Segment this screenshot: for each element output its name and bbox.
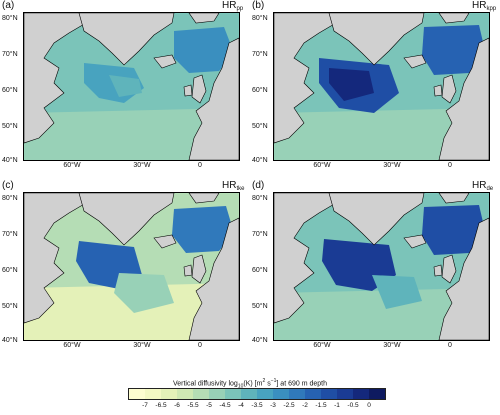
colorbar-swatch xyxy=(305,389,321,399)
lon-label: 0 xyxy=(448,162,452,169)
diffusivity-map xyxy=(274,193,489,340)
panel-letter: (b) xyxy=(252,0,265,11)
panel-title: HRde xyxy=(472,180,494,192)
panel-letter: (d) xyxy=(252,180,265,191)
diffusivity-map xyxy=(274,13,489,160)
colorbar-swatch xyxy=(353,389,369,399)
colorbar-swatch xyxy=(369,389,385,399)
colorbar-swatch xyxy=(257,389,273,399)
map-area xyxy=(23,12,240,161)
lat-label: 70°N xyxy=(252,51,268,58)
colorbar-tick-label: -6.5 xyxy=(155,402,167,409)
colorbar-tick-label: -3 xyxy=(270,402,276,409)
colorbar-tick-label: -4 xyxy=(238,402,244,409)
panel-letter: (a) xyxy=(2,0,15,11)
panel-d: (d) HRde xyxy=(250,180,500,368)
colorbar-swatch xyxy=(241,389,257,399)
diffusivity-map xyxy=(24,13,239,160)
lon-label: 60°W xyxy=(63,342,81,349)
map-area xyxy=(23,192,240,341)
lat-label: 40°N xyxy=(2,337,18,344)
map-area xyxy=(273,12,490,161)
colorbar-tick-label: 0 xyxy=(367,402,371,409)
panel-letter: (c) xyxy=(2,180,14,191)
lat-label: 80°N xyxy=(252,15,268,22)
colorbar-swatch xyxy=(337,389,353,399)
map-area xyxy=(273,192,490,341)
colorbar-tick-label: -7 xyxy=(142,402,148,409)
colorbar-swatch xyxy=(225,389,241,399)
colorbar-tick-label: -1.5 xyxy=(315,402,327,409)
colorbar-swatch xyxy=(161,389,177,399)
panel-b: (b) HRkpp xyxy=(250,0,500,188)
colorbar-swatch xyxy=(289,389,305,399)
lon-label: 30°W xyxy=(133,162,151,169)
panel-c: (c) HRtke xyxy=(0,180,250,368)
lon-label: 30°W xyxy=(383,342,401,349)
lat-label: 60°N xyxy=(252,87,268,94)
colorbar-tick-label: -2.5 xyxy=(283,402,295,409)
lat-label: 80°N xyxy=(252,195,268,202)
lon-label: 0 xyxy=(198,162,202,169)
lat-label: 50°N xyxy=(2,303,18,310)
lat-label: 40°N xyxy=(2,157,18,164)
lat-label: 60°N xyxy=(2,87,18,94)
panel-title: HRtke xyxy=(222,180,245,192)
panel-title: HRpp xyxy=(222,0,244,12)
lat-label: 50°N xyxy=(252,303,268,310)
lat-label: 40°N xyxy=(252,157,268,164)
colorbar-swatch xyxy=(193,389,209,399)
colorbar-tick-label: -5.5 xyxy=(187,402,199,409)
colorbar-tick-label: -2 xyxy=(302,402,308,409)
colorbar-swatch xyxy=(145,389,161,399)
lat-label: 80°N xyxy=(2,15,18,22)
colorbar-tick-label: -0.5 xyxy=(347,402,359,409)
colorbar-tick-label: -6 xyxy=(174,402,180,409)
colorbar-swatch xyxy=(129,389,145,399)
lon-label: 60°W xyxy=(313,342,331,349)
lat-label: 80°N xyxy=(2,195,18,202)
lon-label: 60°W xyxy=(63,162,81,169)
lon-label: 60°W xyxy=(313,162,331,169)
colorbar-tick-label: -4.5 xyxy=(219,402,231,409)
lat-label: 50°N xyxy=(2,123,18,130)
colorbar-swatch xyxy=(321,389,337,399)
lat-label: 60°N xyxy=(2,267,18,274)
panel-a: (a) HRpp xyxy=(0,0,250,188)
lon-label: 30°W xyxy=(383,162,401,169)
colorbar-title: Vertical diffusivity log10(K) [m2 s−1] a… xyxy=(172,378,327,390)
lon-label: 0 xyxy=(448,342,452,349)
lat-label: 70°N xyxy=(2,51,18,58)
colorbar-tick-label: -3.5 xyxy=(251,402,263,409)
colorbar-swatch xyxy=(177,389,193,399)
lat-label: 40°N xyxy=(252,337,268,344)
lat-label: 60°N xyxy=(252,267,268,274)
lat-label: 70°N xyxy=(2,231,18,238)
colorbar-swatch xyxy=(273,389,289,399)
lat-label: 50°N xyxy=(252,123,268,130)
panel-title: HRkpp xyxy=(472,0,497,12)
colorbar-tick-label: -1 xyxy=(334,402,340,409)
colorbar-swatch xyxy=(209,389,225,399)
colorbar xyxy=(128,388,386,400)
diffusivity-map xyxy=(24,193,239,340)
colorbar-tick-label: -5 xyxy=(206,402,212,409)
lon-label: 30°W xyxy=(133,342,151,349)
lon-label: 0 xyxy=(198,342,202,349)
lat-label: 70°N xyxy=(252,231,268,238)
